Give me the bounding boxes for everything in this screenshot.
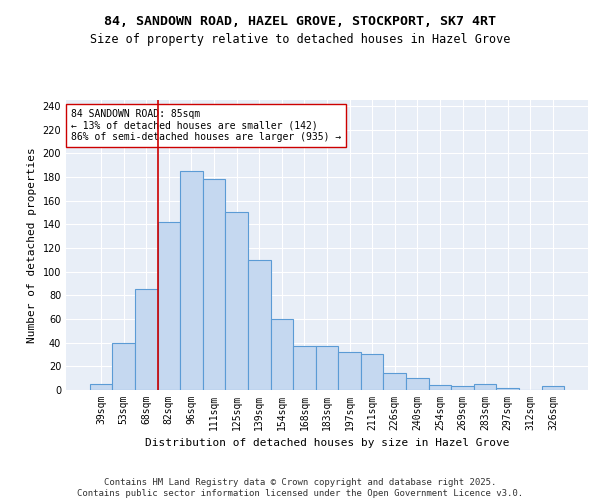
Text: 84, SANDOWN ROAD, HAZEL GROVE, STOCKPORT, SK7 4RT: 84, SANDOWN ROAD, HAZEL GROVE, STOCKPORT… [104, 15, 496, 28]
Bar [451, 386, 474, 390]
Bar [112, 342, 135, 390]
Bar [203, 180, 226, 390]
Bar [406, 378, 428, 390]
Bar [542, 386, 564, 390]
Bar [338, 352, 361, 390]
Bar [158, 222, 180, 390]
Bar [474, 384, 496, 390]
Text: Contains HM Land Registry data © Crown copyright and database right 2025.
Contai: Contains HM Land Registry data © Crown c… [77, 478, 523, 498]
Bar [293, 346, 316, 390]
Bar [271, 319, 293, 390]
X-axis label: Distribution of detached houses by size in Hazel Grove: Distribution of detached houses by size … [145, 438, 509, 448]
Bar [361, 354, 383, 390]
Text: 84 SANDOWN ROAD: 85sqm
← 13% of detached houses are smaller (142)
86% of semi-de: 84 SANDOWN ROAD: 85sqm ← 13% of detached… [71, 108, 341, 142]
Bar [90, 384, 112, 390]
Bar [383, 374, 406, 390]
Bar [135, 290, 158, 390]
Bar [428, 386, 451, 390]
Bar [316, 346, 338, 390]
Bar [180, 171, 203, 390]
Y-axis label: Number of detached properties: Number of detached properties [27, 147, 37, 343]
Bar [248, 260, 271, 390]
Bar [496, 388, 519, 390]
Bar [226, 212, 248, 390]
Text: Size of property relative to detached houses in Hazel Grove: Size of property relative to detached ho… [90, 32, 510, 46]
